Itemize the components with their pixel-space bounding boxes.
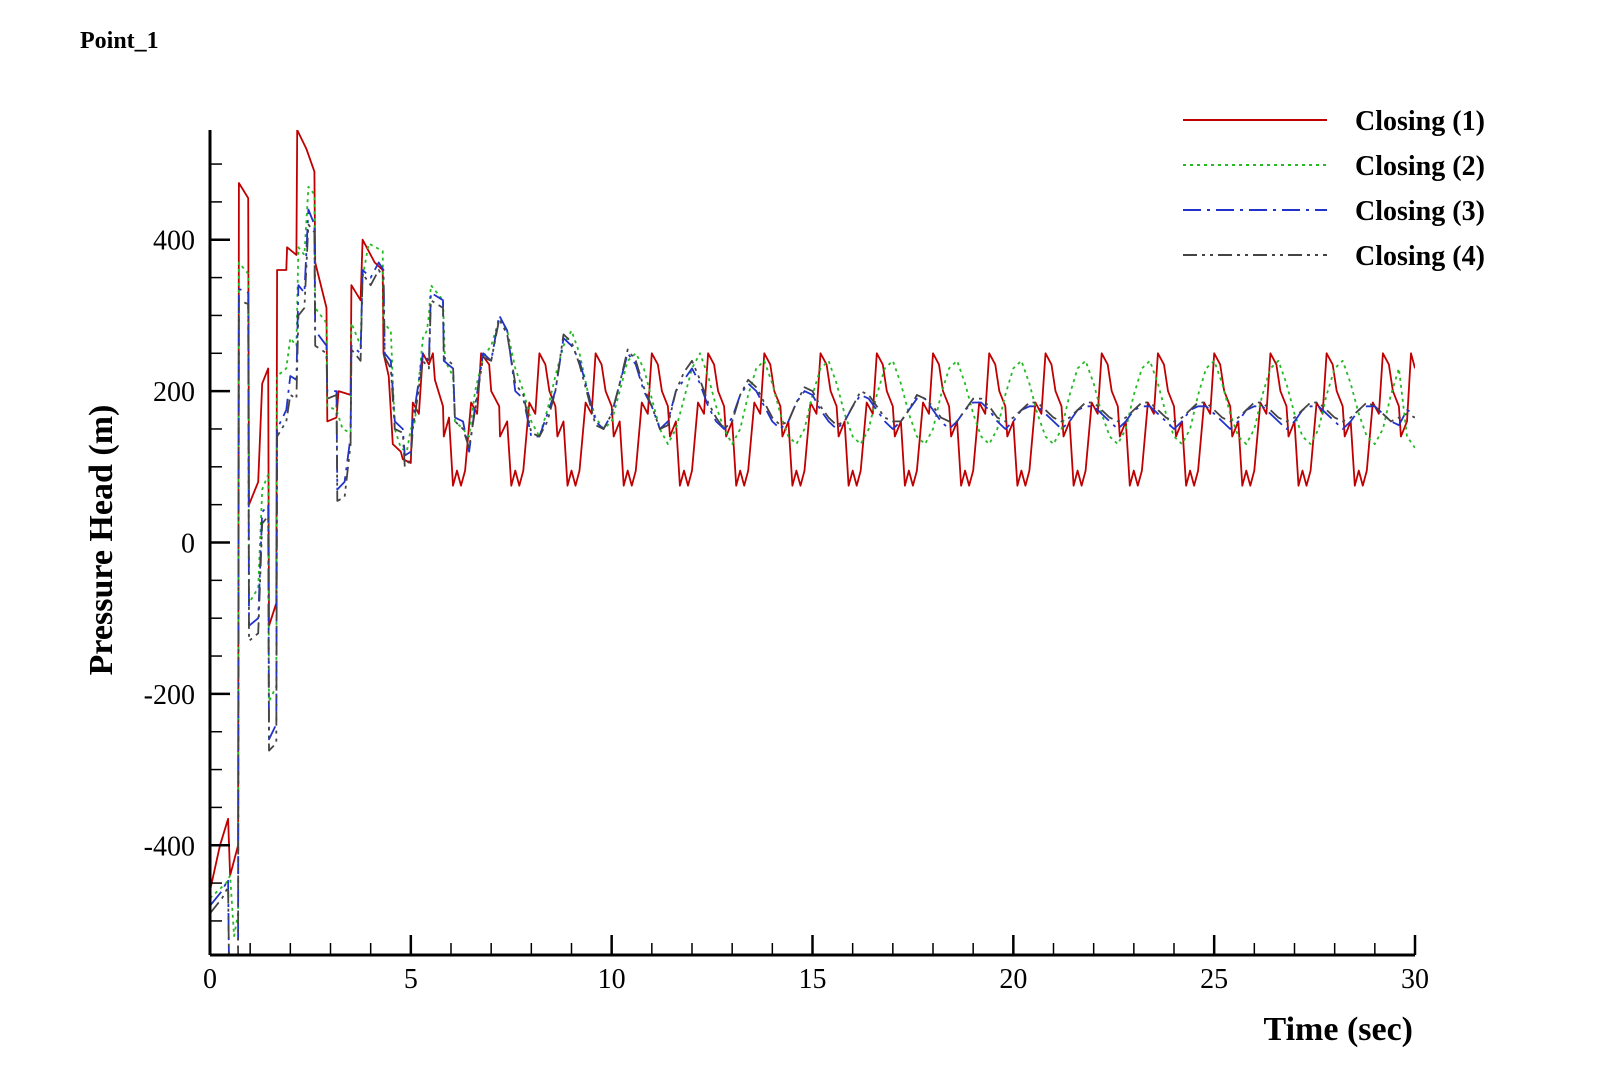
chart-title: Point_1 bbox=[80, 28, 159, 54]
y-tick-label: -400 bbox=[144, 831, 195, 862]
x-axis-label: Time (sec) bbox=[1264, 1011, 1413, 1048]
series-line-2 bbox=[210, 185, 1415, 937]
series-line-4 bbox=[210, 223, 1415, 955]
x-tick-label: 25 bbox=[1200, 964, 1228, 995]
x-tick-label: 5 bbox=[404, 964, 418, 995]
series-layer bbox=[210, 130, 1415, 955]
legend-label-1: Closing (1) bbox=[1355, 106, 1485, 137]
axes-layer: 0 5 10 15 20 25 30 -400 -200 0 200 400 bbox=[144, 130, 1429, 995]
legend-label-4: Closing (4) bbox=[1355, 241, 1485, 272]
y-tick-label: 400 bbox=[153, 226, 195, 257]
x-tick-label: 15 bbox=[799, 964, 827, 995]
y-tick-label: 200 bbox=[153, 377, 195, 408]
y-axis-label: Pressure Head (m) bbox=[83, 405, 120, 676]
legend-label-3: Closing (3) bbox=[1355, 196, 1485, 227]
legend-label-2: Closing (2) bbox=[1355, 151, 1485, 182]
series-line-3 bbox=[210, 208, 1415, 955]
x-tick-label: 0 bbox=[203, 964, 217, 995]
x-tick-label: 20 bbox=[999, 964, 1027, 995]
legend: Closing (1) Closing (2) Closing (3) Closing… bbox=[1183, 106, 1485, 272]
y-tick-label: 0 bbox=[181, 529, 195, 560]
x-tick-label: 30 bbox=[1401, 964, 1429, 995]
y-tick-label: -200 bbox=[144, 680, 195, 711]
x-tick-label: 10 bbox=[598, 964, 626, 995]
series-line-1 bbox=[210, 130, 1415, 891]
